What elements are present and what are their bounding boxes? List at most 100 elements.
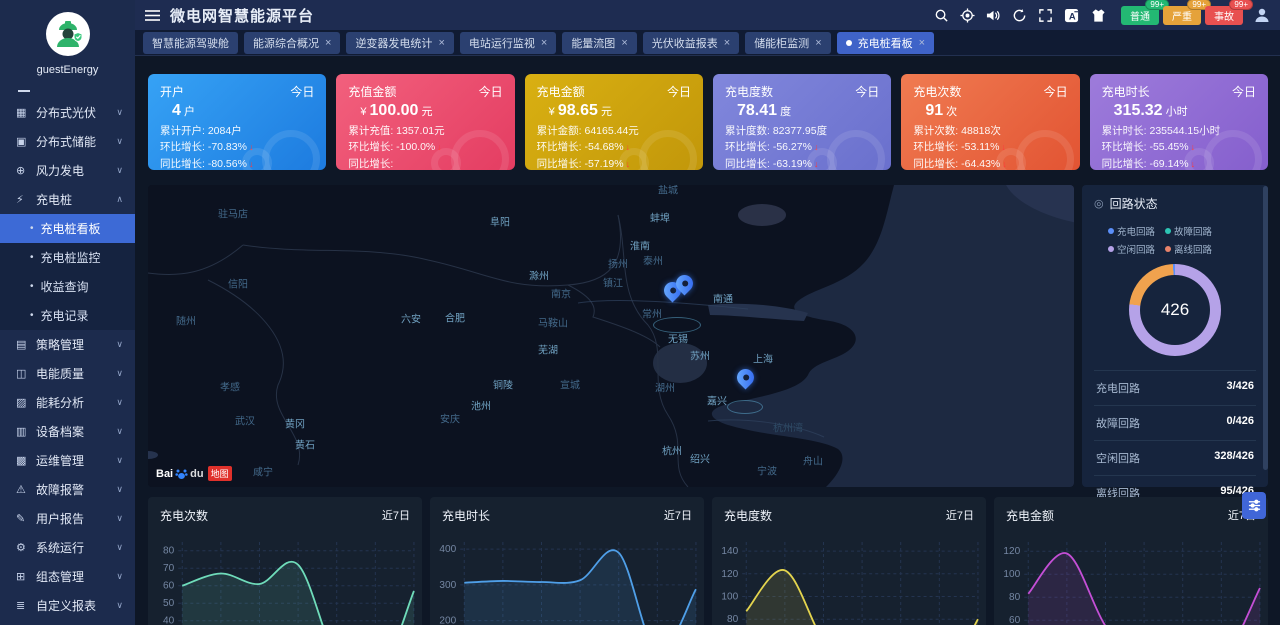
alarm-badge[interactable]: 普通 99+	[1121, 0, 1169, 25]
sidebar-subitem[interactable]: • 充电桩看板	[0, 214, 135, 243]
tab-close-icon[interactable]: ×	[438, 36, 445, 49]
down-arrow-icon: ↓	[813, 142, 819, 153]
tab-能量流图[interactable]: 能量流图 ×	[562, 31, 637, 54]
chevron-down-icon: ∨	[116, 542, 123, 552]
tab-close-icon[interactable]: ×	[540, 36, 548, 49]
worker-avatar-icon	[56, 21, 82, 47]
map-city-label: 蚌埠	[650, 213, 670, 225]
fullscreen-icon[interactable]	[1038, 8, 1053, 23]
tab-close-icon[interactable]: ×	[325, 36, 332, 49]
alarm-badge[interactable]: 事故 99+	[1205, 0, 1253, 25]
card-watermark-icon	[995, 148, 1026, 170]
tab-close-icon[interactable]: ×	[815, 36, 822, 49]
legend-item[interactable]: 空闲回路	[1108, 242, 1155, 256]
tab-close-icon[interactable]: ×	[918, 36, 926, 49]
sidebar-subitem-label: 充电桩看板	[40, 222, 101, 236]
sidebar-subitem-label: 充电桩监控	[40, 251, 101, 265]
sidebar-subitem[interactable]: • 充电记录	[0, 301, 135, 330]
sidebar-item-label: 用户报告	[36, 512, 85, 526]
svg-text:120: 120	[721, 569, 738, 580]
legend-item[interactable]: 离线回路	[1165, 242, 1212, 256]
map-city-label: 黄石	[295, 440, 315, 452]
stat-card-period: 今日	[290, 85, 315, 99]
volume-icon[interactable]	[986, 8, 1001, 23]
down-arrow-icon: ↓	[437, 142, 442, 153]
sidebar-item-custom-report[interactable]: ≣ 自定义报表 ∨	[0, 591, 135, 620]
sidebar-subitem[interactable]: • 充电桩监控	[0, 243, 135, 272]
stat-card-row: 累计开户: 2084户	[160, 123, 314, 139]
sidebar-item-device-archive[interactable]: ▥ 设备档案 ∨	[0, 417, 135, 446]
tab-label: 电站运行监视	[468, 37, 535, 50]
menu-icon[interactable]	[145, 9, 160, 22]
sidebar-item-user-report[interactable]: ✎ 用户报告 ∨	[0, 504, 135, 533]
search-icon[interactable]	[934, 8, 949, 23]
map-city-label: 咸宁	[253, 467, 273, 479]
chart-range-label: 近7日	[663, 510, 692, 522]
stat-card-title: 充值金额	[348, 85, 397, 99]
theme-icon[interactable]	[1091, 8, 1106, 23]
stat-card-header: 充电度数 今日	[725, 83, 879, 100]
tab-充电桩看板[interactable]: 充电桩看板 ×	[836, 31, 935, 54]
tab-label: 光伏收益报表	[651, 37, 718, 50]
sidebar-item-storage[interactable]: ▣ 分布式储能 ∨	[0, 127, 135, 156]
stat-card-row-text: 环比增长: -55.45%	[1101, 141, 1189, 154]
svg-text:80: 80	[727, 614, 739, 625]
chart-title: 充电次数	[160, 509, 209, 523]
chart-header: 充电度数 近7日	[712, 497, 986, 526]
tab-储能柜监测[interactable]: 储能柜监测 ×	[745, 31, 831, 54]
map-city-label: 驻马店	[218, 209, 248, 221]
stat-card-number: 100.00	[369, 102, 419, 119]
alarm-badges: 普通 99+ 严重 99+ 事故 99+	[1117, 0, 1253, 25]
tab-逆变器发电统计[interactable]: 逆变器发电统计 ×	[346, 31, 454, 54]
sidebar-item-alarm[interactable]: ⚠ 故障报警 ∨	[0, 475, 135, 504]
ops-icon: ▩	[16, 455, 27, 467]
translate-icon[interactable]: A	[1064, 8, 1080, 23]
card-watermark-icon	[618, 148, 649, 170]
refresh-icon[interactable]	[1012, 8, 1027, 23]
stat-card-充电金额: 充电金额 今日 ¥ 98.65 元累计金额: 64165.44元 环比增长: -54.…	[524, 74, 703, 170]
map-city-label: 芜湖	[538, 345, 558, 357]
legend-dot	[1108, 246, 1114, 252]
tab-close-icon[interactable]: ×	[621, 36, 628, 49]
svg-text:60: 60	[1009, 615, 1021, 625]
circuit-row-value: 0/426	[1226, 415, 1254, 427]
circuit-rows: 充电回路 3/426 故障回路 0/426 空闲回路 328/426 离线回路 95/426	[1094, 370, 1256, 510]
tab-电站运行监视[interactable]: 电站运行监视 ×	[459, 31, 557, 54]
map-city-label: 武汉	[235, 416, 255, 428]
legend-item[interactable]: 故障回路	[1165, 224, 1212, 238]
stat-card-unit: 元	[597, 106, 612, 118]
stat-card-充电时长: 充电时长 今日 315.32 小时 累计时长: 235544.15小时 环比增长: -5…	[1089, 74, 1268, 170]
sidebar-item-label: 分布式光伏	[36, 106, 97, 120]
stat-card-period: 今日	[1043, 85, 1068, 99]
alarm-badge[interactable]: 严重 99+	[1163, 0, 1211, 25]
chart-range-label: 近7日	[381, 510, 410, 522]
target-icon[interactable]	[960, 7, 975, 23]
sidebar-item-system-run[interactable]: ⚙ 系统运行 ∨	[0, 533, 135, 562]
sidebar-item-power-quality[interactable]: ◫ 电能质量 ∨	[0, 359, 135, 388]
tab-光伏收益报表[interactable]: 光伏收益报表 ×	[642, 31, 740, 54]
sidebar-item-strategy[interactable]: ▤ 策略管理 ∨	[0, 330, 135, 359]
menu-section-dash	[18, 90, 30, 92]
tab-能源综合概况[interactable]: 能源综合概况 ×	[244, 31, 341, 54]
sidebar-item-config[interactable]: ⊞ 组态管理 ∨	[0, 562, 135, 591]
stat-card-header: 充电金额 今日	[537, 83, 691, 100]
map-city-label: 淮南	[630, 241, 650, 253]
user-avatar-icon[interactable]	[1254, 7, 1270, 23]
tab-close-icon[interactable]: ×	[723, 36, 731, 49]
line-chart: 120 100 80 60	[1003, 542, 1261, 625]
tab-智慧能源驾驶舱[interactable]: 智慧能源驾驶舱	[143, 31, 238, 54]
sidebar-item-energy-analysis[interactable]: ▨ 能耗分析 ∨	[0, 388, 135, 417]
map-panel[interactable]: 驻马店 阜阳 蚌埠 淮南 信阳 滁州 南京 随州 六安 合肥 马鞍山 芜湖 孝感 铜陵 宣城 池州 武汉 黄冈 安庆…	[148, 185, 1074, 487]
chart-settings-button[interactable]	[1242, 492, 1266, 519]
sidebar-item-pv[interactable]: ▦ 分布式光伏 ∨	[0, 98, 135, 127]
map-city-label: 嘉兴	[707, 396, 727, 408]
vertical-scrollbar[interactable]	[1263, 186, 1268, 470]
sidebar-item-wind[interactable]: ⊕ 风力发电 ∨	[0, 156, 135, 185]
battery-icon: ▣	[16, 136, 27, 148]
alarm-label: 普通	[1130, 11, 1150, 23]
svg-text:60: 60	[163, 581, 175, 592]
sidebar-subitem[interactable]: • 收益查询	[0, 272, 135, 301]
legend-item[interactable]: 充电回路	[1108, 224, 1155, 238]
sidebar-item-charging[interactable]: ⚡ 充电桩 ∧	[0, 185, 135, 214]
sidebar-item-ops[interactable]: ▩ 运维管理 ∨	[0, 446, 135, 475]
